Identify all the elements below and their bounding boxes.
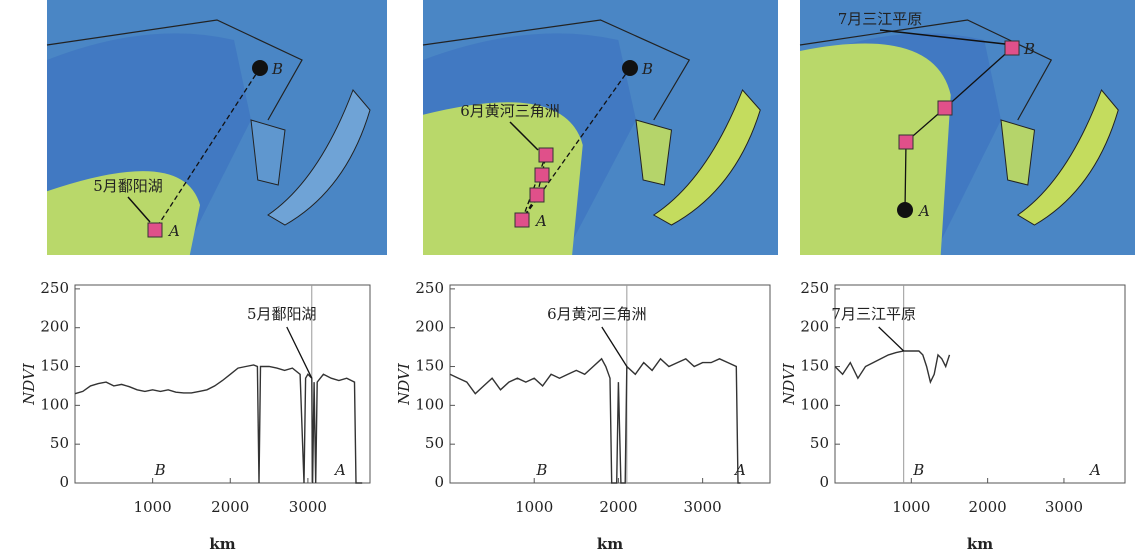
y-tick-label: 150 xyxy=(40,357,69,375)
map-panel: B A 5月鄱阳湖 xyxy=(46,0,387,256)
profile-start-label: B xyxy=(535,461,547,479)
y-tick-label: 0 xyxy=(434,473,444,491)
map-site xyxy=(538,147,554,163)
x-tick-label: 2000 xyxy=(599,498,637,516)
y-tick-label: 100 xyxy=(415,395,444,413)
map-site xyxy=(529,187,545,203)
y-axis-label: NDVI xyxy=(780,362,798,406)
map-site xyxy=(514,212,530,228)
map-arrow xyxy=(509,121,539,151)
y-tick-label: 50 xyxy=(425,434,444,452)
profile-start-label: B xyxy=(912,461,924,479)
map-label-a: A xyxy=(534,212,547,230)
y-axis-label: NDVI xyxy=(395,362,413,406)
map-border xyxy=(422,19,691,121)
ndvi-line xyxy=(74,364,363,484)
y-tick-label: 150 xyxy=(800,357,829,375)
map-panel: B A 6月黄河三角洲 xyxy=(422,0,778,256)
map-korea xyxy=(1000,119,1036,186)
y-tick-label: 100 xyxy=(800,395,829,413)
profile-end-label: A xyxy=(733,461,746,479)
annotation-arrow xyxy=(286,326,313,379)
map-site xyxy=(898,134,914,150)
profile-end-label: A xyxy=(1088,461,1101,479)
annotation-arrow xyxy=(601,326,628,367)
ndvi-line xyxy=(449,357,741,484)
map-route xyxy=(904,47,1013,211)
map-annotation: 6月黄河三角洲 xyxy=(460,102,560,120)
y-tick-label: 250 xyxy=(40,279,69,297)
map-site xyxy=(147,222,163,238)
map-japan xyxy=(652,89,761,226)
y-tick-label: 0 xyxy=(819,473,829,491)
map-label-b: B xyxy=(271,60,283,78)
map-route xyxy=(154,67,261,231)
map-arrow xyxy=(127,196,151,223)
map-point-b xyxy=(252,60,268,76)
map-label-b: B xyxy=(641,60,653,78)
map-border xyxy=(46,19,303,121)
y-tick-label: 100 xyxy=(40,395,69,413)
profile-end-label: A xyxy=(333,461,346,479)
y-tick-label: 250 xyxy=(415,279,444,297)
y-tick-label: 200 xyxy=(800,318,829,336)
map-green-area xyxy=(423,102,583,256)
x-tick-label: 1000 xyxy=(515,498,553,516)
x-tick-label: 1000 xyxy=(892,498,930,516)
y-tick-label: 50 xyxy=(50,434,69,452)
y-tick-label: 200 xyxy=(415,318,444,336)
plot-frame xyxy=(449,284,771,484)
x-axis-label: km xyxy=(209,535,235,553)
y-tick-label: 200 xyxy=(40,318,69,336)
plot-frame xyxy=(834,284,1126,484)
x-tick-label: 3000 xyxy=(684,498,722,516)
map-point-b xyxy=(622,60,638,76)
x-tick-label: 2000 xyxy=(969,498,1007,516)
map-label-a: A xyxy=(917,202,930,220)
map-korea xyxy=(250,119,286,186)
y-tick-label: 50 xyxy=(810,434,829,452)
profile-annotation: 7月三江平原 xyxy=(831,305,916,323)
x-tick-label: 1000 xyxy=(134,498,172,516)
x-tick-label: 3000 xyxy=(289,498,327,516)
y-tick-label: 250 xyxy=(800,279,829,297)
map-japan xyxy=(1016,89,1119,226)
map-annotation: 7月三江平原 xyxy=(838,10,923,28)
profile-annotation: 5月鄱阳湖 xyxy=(247,305,317,323)
map-japan xyxy=(267,89,371,226)
x-tick-label: 2000 xyxy=(211,498,249,516)
x-tick-label: 3000 xyxy=(1045,498,1083,516)
ndvi-line xyxy=(834,350,951,385)
map-border xyxy=(799,19,1053,121)
map-point-a xyxy=(897,202,913,218)
map-arrow xyxy=(879,29,1006,45)
profile-start-label: B xyxy=(154,461,166,479)
annotation-arrow xyxy=(878,326,905,352)
map-label-b: B xyxy=(1023,40,1035,58)
map-site xyxy=(534,167,550,183)
map-annotation: 5月鄱阳湖 xyxy=(93,177,163,195)
y-tick-label: 150 xyxy=(415,357,444,375)
map-korea xyxy=(635,119,673,186)
map-label-a: A xyxy=(167,222,180,240)
y-axis-label: NDVI xyxy=(20,362,38,406)
plot-frame xyxy=(74,284,371,484)
map-green-area xyxy=(800,43,951,256)
x-axis-label: km xyxy=(967,535,993,553)
map-site xyxy=(937,100,953,116)
profile-annotation: 6月黄河三角洲 xyxy=(547,305,647,323)
map-site xyxy=(1004,40,1020,56)
x-axis-label: km xyxy=(597,535,623,553)
map-panel: B A 7月三江平原 xyxy=(799,0,1135,256)
y-tick-label: 0 xyxy=(59,473,69,491)
